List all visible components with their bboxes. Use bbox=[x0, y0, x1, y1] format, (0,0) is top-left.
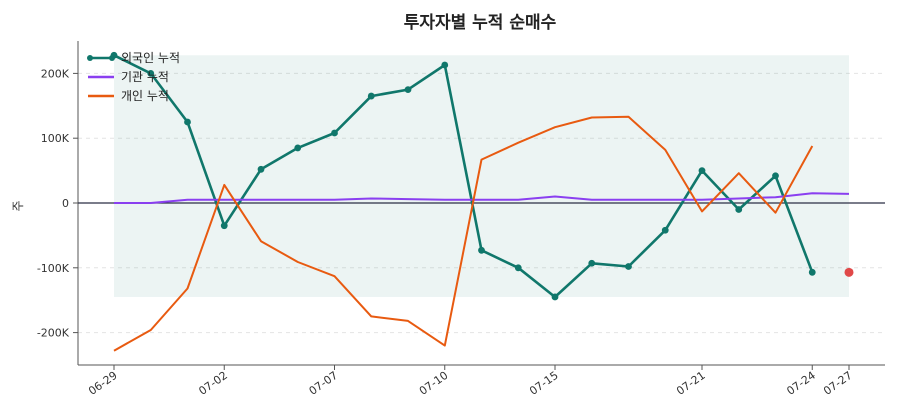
series-line bbox=[114, 192, 850, 204]
series-point bbox=[661, 226, 669, 234]
fill-band bbox=[114, 55, 849, 297]
series-point bbox=[147, 70, 155, 77]
chart-title: 투자자별 누적 순매수 bbox=[404, 13, 557, 33]
fill-band-rect bbox=[114, 55, 849, 297]
legend-label: 외국인 누적 bbox=[121, 51, 180, 65]
x-tick-label: 07-24 bbox=[784, 369, 818, 398]
series-point bbox=[184, 118, 191, 126]
series-point bbox=[331, 129, 338, 137]
y-tick-label: 200K bbox=[41, 67, 70, 80]
legend-label: 기관 누적 bbox=[121, 70, 169, 84]
series-point bbox=[551, 293, 559, 301]
series-point bbox=[588, 259, 596, 267]
legend-marker bbox=[87, 55, 93, 61]
series-line bbox=[113, 115, 814, 352]
series-point bbox=[367, 92, 375, 100]
highlight-point bbox=[844, 267, 854, 277]
x-tick-label: 07-10 bbox=[417, 369, 451, 398]
x-tick-label: 07-15 bbox=[527, 369, 561, 398]
y-tick-label: -200K bbox=[37, 327, 70, 340]
x-tick-label: 07-07 bbox=[307, 369, 341, 398]
series-layer bbox=[110, 51, 854, 352]
x-tick-label: 06-29 bbox=[86, 369, 120, 398]
series-line bbox=[113, 54, 814, 299]
series-point bbox=[220, 222, 228, 230]
series-point bbox=[478, 246, 485, 254]
legend-label: 개인 누적 bbox=[121, 89, 169, 103]
y-tick-label: 100K bbox=[41, 132, 70, 145]
legend-marker bbox=[109, 55, 115, 61]
x-tick-label: 07-21 bbox=[674, 369, 708, 398]
x-tick-label: 07-27 bbox=[821, 369, 855, 398]
series-point bbox=[772, 172, 779, 180]
y-tick-label: 0 bbox=[62, 197, 69, 210]
series-point bbox=[441, 61, 449, 69]
x-tick-label: 07-02 bbox=[196, 369, 230, 398]
grid bbox=[78, 72, 885, 334]
series-point bbox=[735, 206, 743, 213]
y-axis-label: 주 bbox=[11, 200, 25, 211]
y-tick-label: -100K bbox=[37, 262, 70, 275]
series-point bbox=[257, 165, 265, 173]
series-point bbox=[625, 263, 632, 270]
series-point bbox=[698, 167, 706, 175]
series-point bbox=[514, 264, 522, 272]
series-point bbox=[808, 268, 816, 276]
series-point bbox=[404, 86, 412, 93]
series-point bbox=[294, 144, 302, 152]
